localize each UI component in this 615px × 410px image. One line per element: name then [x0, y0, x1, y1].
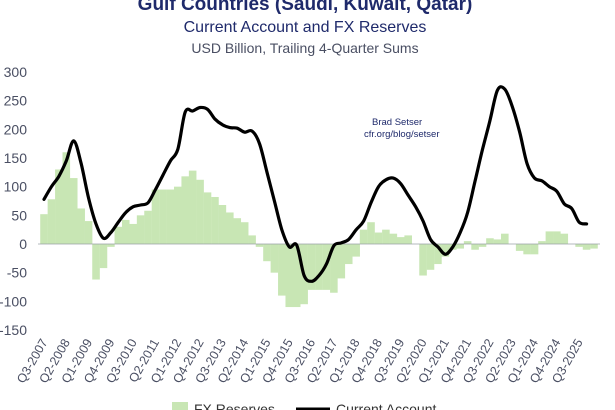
fx-reserves-bar — [471, 244, 479, 250]
fx-reserves-bar — [359, 229, 368, 244]
fx-reserves-bar — [382, 229, 390, 244]
fx-reserves-bar — [330, 244, 338, 293]
fx-reserves-bar — [159, 189, 167, 244]
fx-reserves-bar — [352, 244, 360, 257]
fx-reserves-bar — [419, 244, 427, 276]
x-axis: Q3-2007Q2-2008Q1-2009Q4-2009Q3-2010Q2-20… — [14, 336, 586, 385]
fx-reserves-bar — [188, 170, 197, 244]
y-axis: 300 250 200 150 100 50 0 -50 -100 -150 — [0, 64, 27, 338]
fx-reserves-bar — [226, 212, 234, 244]
fx-reserves-bar — [47, 199, 56, 244]
fx-reserves-bar — [389, 233, 398, 244]
fx-reserves-bar — [374, 232, 383, 244]
legend: FX Reserves Current Account — [172, 401, 436, 410]
fx-reserves-bar — [270, 244, 279, 273]
fx-reserves-bar — [404, 235, 412, 244]
current-account-line — [42, 85, 589, 283]
chart-title: Gulf Countries (Saudi, Kuwait, Qatar) — [138, 0, 473, 15]
fx-reserves-bar — [456, 244, 465, 249]
fx-reserves-bar — [292, 244, 301, 308]
fx-reserves-bar — [196, 179, 204, 244]
fx-reserves-bar — [278, 244, 286, 296]
fx-reserves-bar — [344, 244, 353, 265]
y-tick-label: -100 — [0, 293, 27, 309]
fx-reserves-bar — [530, 244, 539, 255]
fx-reserves-bar — [136, 215, 145, 244]
fx-reserves-bar — [92, 244, 100, 280]
fx-reserves-bar — [40, 214, 48, 244]
y-tick-label: -150 — [0, 322, 27, 338]
fx-reserves-bar — [478, 244, 487, 247]
fx-reserves-bar — [114, 226, 123, 244]
fx-reserves-bar — [538, 241, 546, 244]
fx-reserves-bar — [396, 237, 405, 244]
fx-reserves-bar — [69, 178, 78, 244]
fx-reserves-bar — [218, 205, 227, 244]
fx-reserves-bar — [173, 186, 182, 244]
fx-reserves-bar — [77, 208, 85, 244]
chart-subtitle: Current Account and FX Reserves — [184, 19, 427, 36]
annotation-author: Brad Setser — [372, 117, 422, 128]
fx-reserves-bar — [575, 244, 583, 247]
fx-reserves-bar — [99, 244, 108, 269]
chart-units-subtitle: USD Billion, Trailing 4-Quarter Sums — [191, 40, 418, 56]
fx-reserves-bar — [582, 244, 591, 250]
y-tick-label: 0 — [19, 236, 27, 252]
fx-reserves-bar — [486, 238, 494, 244]
fx-reserves-bar — [203, 192, 212, 244]
fx-reserves-bar — [107, 244, 115, 247]
y-tick-label: 200 — [4, 121, 28, 137]
fx-reserves-bars — [40, 152, 598, 308]
fx-reserves-bar — [545, 231, 554, 244]
fx-reserves-bar — [590, 244, 598, 249]
fx-reserves-bar — [62, 152, 71, 244]
legend-label-current-account: Current Account — [336, 401, 436, 410]
fx-reserves-bar — [144, 210, 152, 244]
fx-reserves-bar — [426, 244, 435, 270]
fx-reserves-bar — [441, 244, 450, 257]
fx-reserves-bar — [523, 244, 531, 255]
legend-label-fx-reserves: FX Reserves — [194, 401, 275, 410]
fx-reserves-bar — [121, 219, 130, 244]
fx-reserves-bar — [181, 176, 190, 244]
fx-reserves-bar — [285, 244, 294, 308]
fx-reserves-bar — [501, 233, 509, 244]
fx-reserves-bar — [560, 233, 569, 244]
fx-reserves-bar — [248, 235, 256, 244]
y-tick-label: -50 — [7, 265, 27, 281]
fx-reserves-bar — [315, 244, 323, 290]
fx-reserves-bar — [240, 222, 249, 244]
legend-swatch-fx-reserves — [172, 402, 188, 410]
fx-reserves-bar — [434, 244, 442, 265]
fx-reserves-bar — [55, 169, 63, 244]
fx-reserves-bar — [515, 244, 524, 251]
y-tick-label: 100 — [4, 179, 28, 195]
fx-reserves-bar — [307, 244, 316, 290]
fx-reserves-bar — [255, 244, 264, 247]
fx-reserves-bar — [367, 222, 375, 244]
fx-reserves-bar — [129, 223, 137, 244]
y-tick-label: 250 — [4, 93, 28, 109]
fx-reserves-bar — [493, 239, 502, 244]
y-tick-label: 150 — [4, 150, 28, 166]
fx-reserves-bar — [84, 221, 93, 244]
fx-reserves-bar — [151, 189, 160, 244]
fx-reserves-bar — [233, 218, 242, 244]
fx-reserves-bar — [263, 244, 271, 262]
fx-reserves-bar — [211, 196, 219, 244]
y-tick-label: 300 — [4, 64, 28, 80]
fx-reserves-bar — [337, 244, 346, 279]
annotation-url: cfr.org/blog/setser — [364, 129, 440, 140]
y-tick-label: 50 — [11, 207, 27, 223]
fx-reserves-bar — [463, 241, 472, 244]
fx-reserves-bar — [166, 189, 175, 244]
fx-reserves-bar — [553, 231, 561, 244]
